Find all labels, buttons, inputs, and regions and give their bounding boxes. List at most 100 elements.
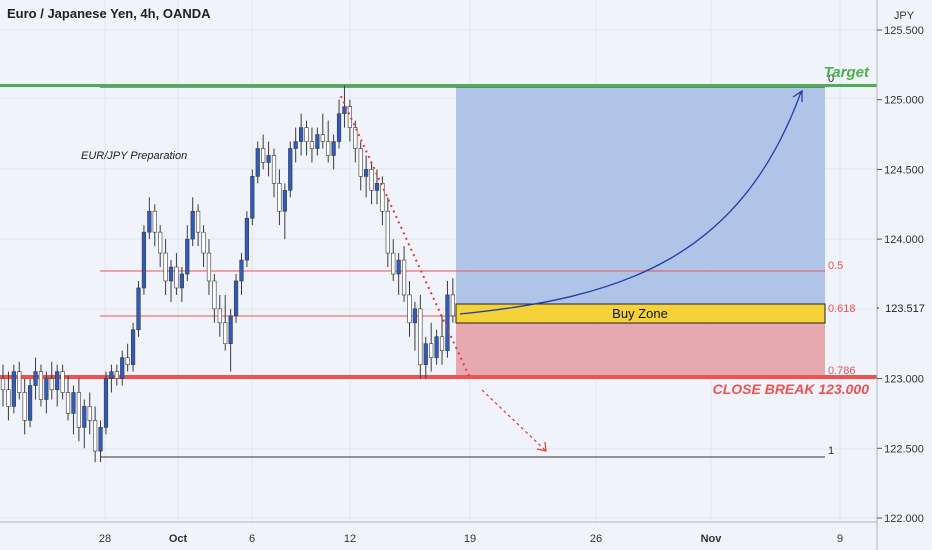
chart-title: Euro / Japanese Yen, 4h, OANDA xyxy=(7,6,211,21)
candle[interactable] xyxy=(125,357,130,365)
fib-label-0-786: 0.786 xyxy=(828,365,856,377)
candle[interactable] xyxy=(369,169,374,191)
candle[interactable] xyxy=(353,127,358,149)
candle[interactable] xyxy=(136,287,141,331)
price-axis-unit: JPY xyxy=(894,10,915,22)
candle[interactable] xyxy=(304,127,309,142)
candle[interactable] xyxy=(282,190,287,212)
candle[interactable] xyxy=(206,252,212,282)
candle[interactable] xyxy=(358,148,363,177)
candle[interactable] xyxy=(233,280,239,317)
buy-zone-box[interactable] xyxy=(455,303,826,324)
candle[interactable] xyxy=(185,238,190,275)
candle[interactable] xyxy=(418,308,423,365)
candle[interactable] xyxy=(120,357,125,379)
candle[interactable] xyxy=(44,378,49,400)
candle[interactable] xyxy=(93,420,98,452)
candle[interactable] xyxy=(98,427,103,452)
candle[interactable] xyxy=(65,392,71,414)
candle[interactable] xyxy=(326,141,331,156)
candle[interactable] xyxy=(277,183,282,212)
candle[interactable] xyxy=(391,252,396,275)
candle[interactable] xyxy=(261,148,266,163)
projected-path-curve[interactable] xyxy=(459,91,802,315)
candle[interactable] xyxy=(82,406,87,428)
time-tick-label: 9 xyxy=(837,533,843,545)
candle[interactable] xyxy=(49,378,54,391)
candle[interactable] xyxy=(87,406,92,421)
candle[interactable] xyxy=(228,315,233,345)
candle[interactable] xyxy=(407,294,412,324)
candle[interactable] xyxy=(271,155,277,184)
candle[interactable] xyxy=(168,266,174,282)
candle[interactable] xyxy=(255,148,260,177)
candle[interactable] xyxy=(342,106,347,114)
candle[interactable] xyxy=(293,141,298,149)
candle[interactable] xyxy=(309,141,315,149)
candle[interactable] xyxy=(71,392,76,414)
reward-zone[interactable] xyxy=(456,87,825,323)
candle[interactable] xyxy=(244,217,250,261)
time-tick-label: 12 xyxy=(344,533,356,545)
candle[interactable] xyxy=(396,259,401,275)
candle[interactable] xyxy=(27,385,33,421)
candle[interactable] xyxy=(201,231,206,254)
price-tick-label: 124.000 xyxy=(884,234,924,246)
candle[interactable] xyxy=(347,106,352,128)
price-tick-label: 122.000 xyxy=(884,513,924,525)
candle[interactable] xyxy=(250,176,255,219)
candle[interactable] xyxy=(217,308,222,324)
candle[interactable] xyxy=(103,378,109,428)
candle[interactable] xyxy=(336,113,342,142)
candle[interactable] xyxy=(298,127,304,142)
candle[interactable] xyxy=(179,273,184,289)
candle[interactable] xyxy=(450,294,455,317)
candle[interactable] xyxy=(320,134,325,142)
candle[interactable] xyxy=(445,294,450,351)
candle[interactable] xyxy=(429,343,434,358)
candle[interactable] xyxy=(141,231,147,289)
candle[interactable] xyxy=(288,148,293,191)
candle[interactable] xyxy=(401,259,407,296)
candle[interactable] xyxy=(130,329,136,365)
candle[interactable] xyxy=(174,266,179,289)
candle[interactable] xyxy=(6,389,11,407)
candle[interactable] xyxy=(11,371,16,407)
candle[interactable] xyxy=(114,371,119,379)
candle[interactable] xyxy=(223,322,228,345)
candle[interactable] xyxy=(38,371,44,400)
candle[interactable] xyxy=(22,392,27,421)
candle[interactable] xyxy=(212,280,217,310)
price-tick-label: 125.500 xyxy=(884,25,924,37)
price-axis[interactable] xyxy=(877,0,932,550)
candle[interactable] xyxy=(163,252,168,282)
candle[interactable] xyxy=(60,371,65,393)
candle[interactable] xyxy=(364,169,369,177)
candle[interactable] xyxy=(374,183,380,191)
candle[interactable] xyxy=(17,371,22,393)
breakdown-projection-arrow[interactable] xyxy=(481,389,546,451)
candle[interactable] xyxy=(76,392,81,428)
trendline-dotted[interactable] xyxy=(340,95,471,379)
candle[interactable] xyxy=(315,134,320,149)
candle[interactable] xyxy=(147,210,152,233)
candle[interactable] xyxy=(380,183,385,212)
candle[interactable] xyxy=(158,231,163,254)
candle[interactable] xyxy=(152,210,157,233)
candle[interactable] xyxy=(266,155,271,163)
candle[interactable] xyxy=(33,371,38,386)
candle[interactable] xyxy=(385,210,390,254)
candle[interactable] xyxy=(434,336,439,358)
candle[interactable] xyxy=(196,210,201,233)
candle[interactable] xyxy=(412,308,418,324)
candle[interactable] xyxy=(0,378,6,391)
candle[interactable] xyxy=(55,371,60,391)
candle[interactable] xyxy=(439,336,445,351)
candle[interactable] xyxy=(109,371,114,379)
candle[interactable] xyxy=(239,259,244,282)
candle[interactable] xyxy=(331,141,336,156)
candle[interactable] xyxy=(190,210,195,240)
candle[interactable] xyxy=(423,343,428,365)
risk-zone[interactable] xyxy=(456,323,825,378)
